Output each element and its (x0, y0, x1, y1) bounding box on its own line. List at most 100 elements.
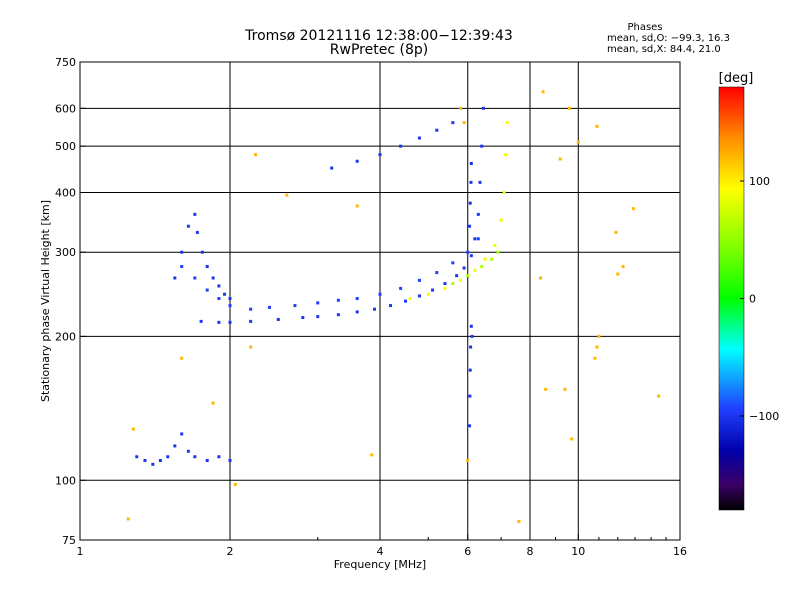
data-point (462, 121, 466, 125)
data-point (399, 286, 403, 290)
colorbar-label: [deg] (719, 71, 754, 86)
data-point (496, 250, 500, 254)
data-point (228, 320, 232, 324)
data-point (223, 292, 227, 296)
data-point (544, 387, 548, 391)
colorbar-ticks: 100 0 −100 (740, 175, 779, 423)
data-point (285, 193, 289, 197)
data-point (469, 161, 473, 165)
data-point (614, 230, 618, 234)
y-tick-label: 400 (55, 186, 76, 199)
data-point (378, 153, 382, 157)
data-point (466, 250, 470, 254)
data-point (166, 455, 170, 459)
colorbar-tick-label: 0 (749, 293, 756, 306)
data-point (451, 282, 455, 286)
data-point (143, 458, 147, 462)
x-tick-label: 8 (527, 545, 534, 558)
data-point (558, 157, 562, 161)
data-point (502, 190, 506, 194)
data-point (217, 284, 221, 288)
data-point (480, 265, 484, 269)
data-point (455, 274, 459, 278)
data-point (228, 297, 232, 301)
x-tick-label: 4 (377, 545, 384, 558)
data-point (195, 230, 199, 234)
data-point (249, 307, 253, 311)
data-point (490, 257, 494, 261)
data-point (597, 334, 601, 338)
data-point (135, 455, 139, 459)
data-point (408, 297, 412, 301)
x-tick-label: 16 (673, 545, 687, 558)
data-point (458, 106, 462, 110)
data-points (126, 90, 661, 523)
data-point (576, 140, 580, 144)
data-point (505, 121, 509, 125)
data-point (468, 368, 472, 372)
data-point (205, 458, 209, 462)
y-axis: 75 100 200 300 400 500 600 750 (55, 56, 86, 547)
data-point (466, 274, 470, 278)
data-point (469, 254, 473, 258)
data-point (417, 294, 421, 298)
data-point (517, 519, 521, 523)
data-point (389, 304, 393, 308)
data-point (473, 237, 477, 241)
data-point (131, 427, 135, 431)
stats-o-mode: mean, sd,O: −99.3, 16.3 (607, 33, 730, 44)
y-tick-label: 600 (55, 102, 76, 115)
data-point (293, 304, 297, 308)
data-point (173, 276, 177, 280)
data-point (466, 458, 470, 462)
grid-lines (80, 62, 680, 540)
data-point (621, 265, 625, 269)
y-axis-label: Stationary phase Virtual Height [km] (39, 200, 52, 402)
data-point (451, 121, 455, 125)
data-point (481, 106, 485, 110)
data-point (480, 144, 484, 148)
data-point (193, 276, 197, 280)
x-tick-label: 1 (77, 545, 84, 558)
data-point (468, 424, 472, 428)
data-point (567, 106, 571, 110)
data-point (205, 288, 209, 292)
y-tick-label: 750 (55, 56, 76, 69)
data-point (267, 305, 271, 309)
data-point (173, 444, 177, 448)
data-point (228, 458, 232, 462)
data-point (443, 286, 447, 290)
data-point (158, 458, 162, 462)
data-point (499, 218, 503, 222)
data-point (355, 159, 359, 163)
data-point (378, 292, 382, 296)
data-point (276, 317, 280, 321)
data-point (616, 272, 620, 276)
data-point (657, 394, 661, 398)
data-point (228, 304, 232, 308)
data-point (431, 288, 435, 292)
data-point (470, 334, 474, 338)
data-point (469, 180, 473, 184)
x-tick-label: 6 (464, 545, 471, 558)
data-point (595, 124, 599, 128)
data-point (336, 298, 340, 302)
data-point (301, 316, 305, 320)
data-point (435, 271, 439, 275)
data-point (186, 449, 190, 453)
data-point (468, 394, 472, 398)
data-point (180, 250, 184, 254)
colorbar-tick-label: 100 (749, 175, 770, 188)
data-point (476, 237, 480, 241)
data-point (593, 356, 597, 360)
data-point (399, 144, 403, 148)
data-point (483, 257, 487, 261)
data-point (211, 276, 215, 280)
data-point (504, 153, 508, 157)
data-point (478, 180, 482, 184)
x-axis-label: Frequency [MHz] (334, 558, 426, 571)
chart-title: Tromsø 20121116 12:38:00−12:39:43 (244, 28, 513, 44)
data-point (417, 278, 421, 282)
y-tick-label: 300 (55, 246, 76, 259)
